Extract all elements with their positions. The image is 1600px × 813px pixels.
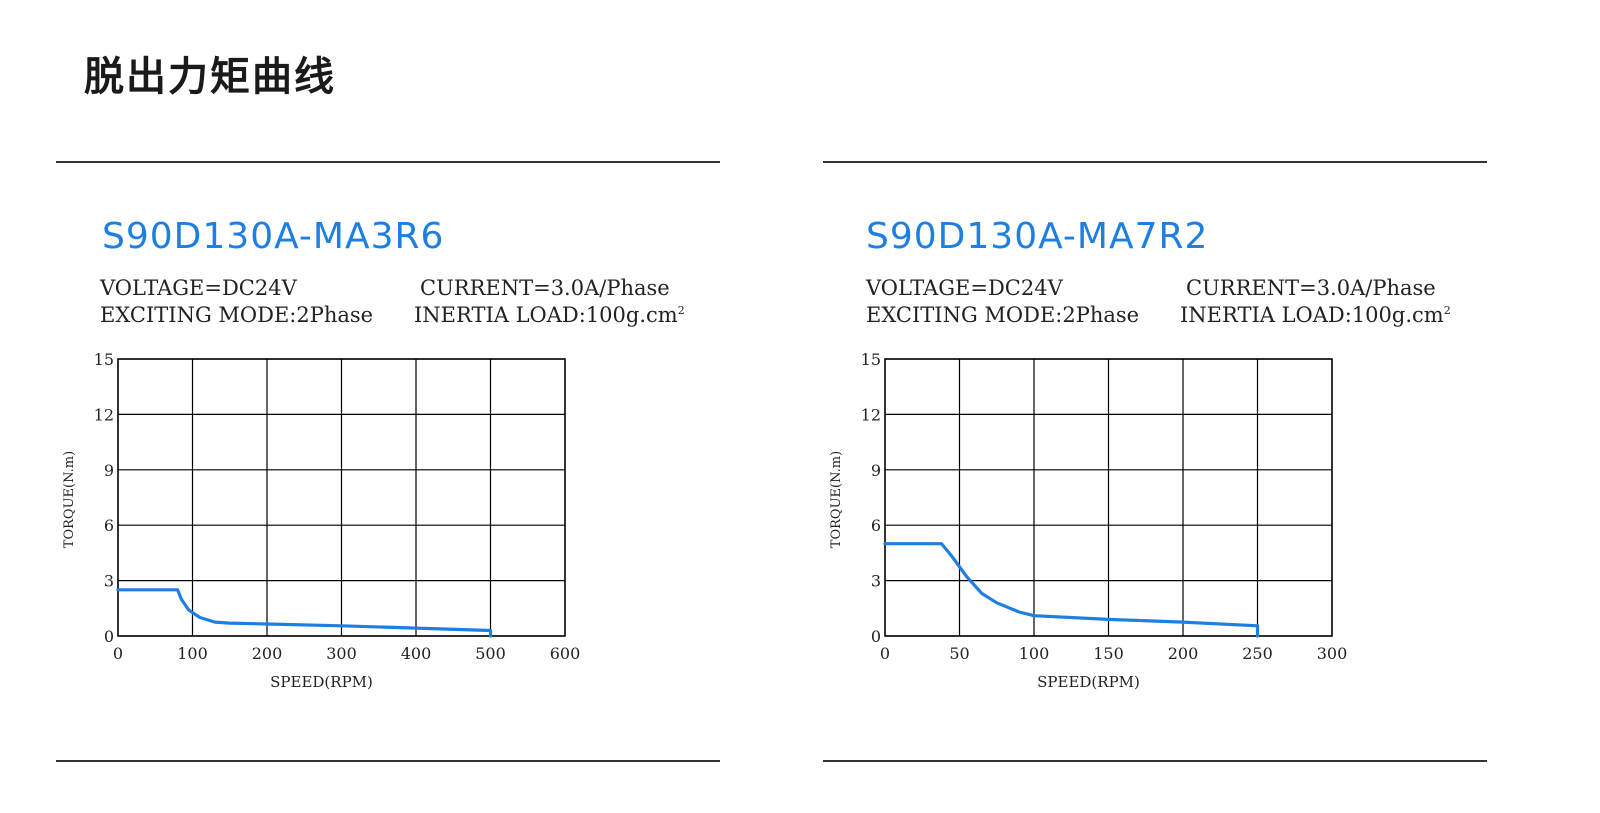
x-tick-label: 100 — [1019, 644, 1050, 663]
y-tick-label: 15 — [94, 350, 114, 369]
chart-panel-2: S90D130A-MA7R2 VOLTAGE=DC24V CURRENT=3.0… — [767, 0, 1467, 813]
divider-bottom-right — [823, 760, 1487, 762]
x-tick-label: 300 — [326, 644, 357, 663]
page-title: 脱出力矩曲线 — [84, 54, 336, 100]
torque-curve — [116, 588, 493, 638]
y-axis-label: TORQUE(N.m) — [62, 451, 77, 548]
y-tick-label: 6 — [104, 516, 114, 535]
y-tick-label: 9 — [104, 461, 114, 480]
x-tick-label: 100 — [177, 644, 208, 663]
spec-current: CURRENT=3.0A/Phase — [420, 276, 670, 300]
x-axis-label: SPEED(RPM) — [270, 673, 373, 691]
y-axis-label: TORQUE(N.m) — [829, 451, 844, 548]
x-tick-label: 0 — [113, 644, 123, 663]
y-tick-label: 3 — [104, 572, 114, 591]
torque-chart: 0 50 100 150 200 250 300 0 3 6 9 12 15 SPEED(RPM) TORQ… — [829, 350, 1348, 691]
y-tick-label: 3 — [871, 572, 881, 591]
spec-exciting-mode: EXCITING MODE:2Phase — [866, 303, 1140, 327]
x-axis-label: SPEED(RPM) — [1037, 673, 1140, 691]
spec-voltage: VOLTAGE=DC24V — [100, 276, 297, 300]
spec-inertia-load: INERTIA LOAD:100g.cm2 — [414, 303, 685, 327]
y-tick-label: 0 — [871, 627, 881, 646]
plot-frame — [884, 358, 1333, 637]
x-tick-label: 300 — [1317, 644, 1348, 663]
divider-top-right — [823, 161, 1487, 163]
spec-inertia-load: INERTIA LOAD:100g.cm2 — [1180, 303, 1451, 327]
x-tick-label: 250 — [1242, 644, 1273, 663]
spec-inertia-superscript: 2 — [677, 304, 685, 317]
y-tick-label: 9 — [871, 461, 881, 480]
x-tick-label: 400 — [401, 644, 432, 663]
model-name: S90D130A-MA3R6 — [102, 216, 445, 257]
model-name: S90D130A-MA7R2 — [866, 216, 1209, 257]
x-tick-label: 200 — [252, 644, 283, 663]
x-tick-label: 150 — [1093, 644, 1124, 663]
spec-inertia-superscript: 2 — [1443, 304, 1451, 317]
x-tick-label: 0 — [880, 644, 890, 663]
x-tick-label: 200 — [1168, 644, 1199, 663]
x-tick-label: 50 — [949, 644, 969, 663]
plot-frame — [117, 358, 566, 637]
torque-chart: 0 100 200 300 400 500 600 0 3 6 9 12 15 SPEED(RPM) TOR… — [62, 350, 581, 691]
y-tick-label: 12 — [861, 405, 881, 424]
x-tick-label: 500 — [475, 644, 506, 663]
divider-top-left — [56, 161, 720, 163]
divider-bottom-left — [56, 760, 720, 762]
chart-panel-1: S90D130A-MA3R6 VOLTAGE=DC24V CURRENT=3.0… — [0, 0, 700, 813]
spec-exciting-mode: EXCITING MODE:2Phase — [100, 303, 374, 327]
y-tick-label: 0 — [104, 627, 114, 646]
torque-curve — [883, 542, 1260, 638]
spec-inertia-text: INERTIA LOAD:100g.cm — [414, 303, 678, 327]
y-tick-label: 6 — [871, 516, 881, 535]
spec-current: CURRENT=3.0A/Phase — [1186, 276, 1436, 300]
y-tick-label: 12 — [94, 405, 114, 424]
spec-inertia-text: INERTIA LOAD:100g.cm — [1180, 303, 1444, 327]
y-tick-label: 15 — [861, 350, 881, 369]
spec-voltage: VOLTAGE=DC24V — [866, 276, 1063, 300]
x-tick-label: 600 — [550, 644, 581, 663]
